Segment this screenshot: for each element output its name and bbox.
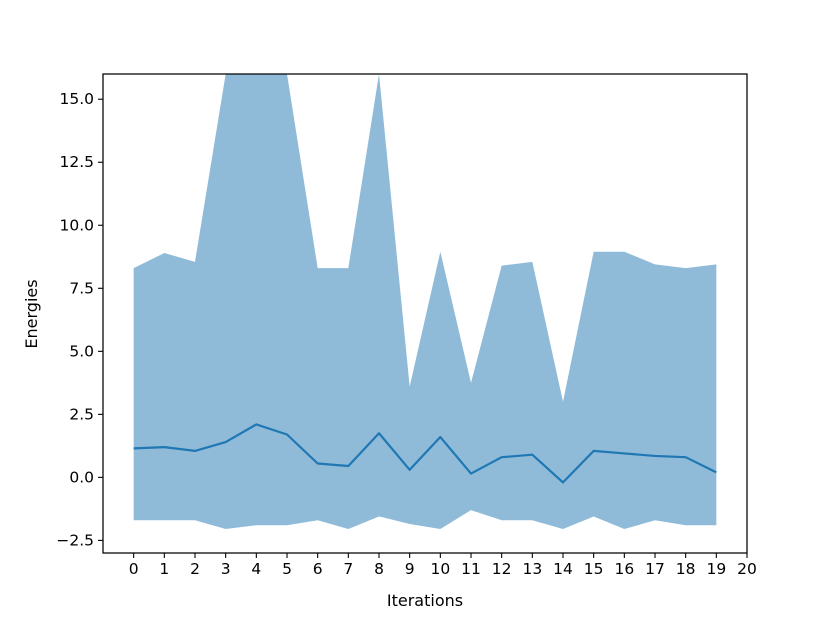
x-axis-label: Iterations [387, 591, 463, 610]
x-tick-label: 2 [190, 560, 200, 578]
x-tick-label: 4 [251, 560, 261, 578]
y-tick-label: 0.0 [69, 468, 94, 486]
x-tick-label: 14 [553, 560, 573, 578]
y-axis-label: Energies [22, 279, 41, 348]
y-tick-label: 15.0 [59, 90, 94, 108]
x-tick-label: 17 [645, 560, 665, 578]
y-tick-label: 5.0 [69, 342, 94, 360]
x-tick-label: 19 [706, 560, 726, 578]
x-tick-label: 5 [282, 560, 292, 578]
range-band [133, 74, 717, 530]
x-tick-label: 15 [584, 560, 604, 578]
x-tick-label: 11 [461, 560, 481, 578]
y-tick-label: 2.5 [69, 405, 94, 423]
x-tick-label: 10 [430, 560, 450, 578]
x-tick-label: 18 [676, 560, 696, 578]
x-tick-label: 1 [159, 560, 169, 578]
y-tick-label: −2.5 [56, 531, 94, 549]
x-tick-label: 12 [492, 560, 512, 578]
x-tick-label: 8 [374, 560, 384, 578]
x-tick-label: 7 [343, 560, 353, 578]
x-tick-label: 0 [129, 560, 139, 578]
x-tick-label: 9 [405, 560, 415, 578]
x-tick-label: 3 [221, 560, 231, 578]
series-line [133, 423, 717, 484]
plot-frame [102, 73, 748, 554]
y-tick-label: 12.5 [59, 153, 94, 171]
x-tick-label: 6 [313, 560, 323, 578]
x-tick-label: 13 [522, 560, 542, 578]
y-tick-label: 7.5 [69, 279, 94, 297]
x-tick-label: 16 [614, 560, 634, 578]
y-tick-label: 10.0 [59, 216, 94, 234]
x-tick-label: 20 [737, 560, 757, 578]
